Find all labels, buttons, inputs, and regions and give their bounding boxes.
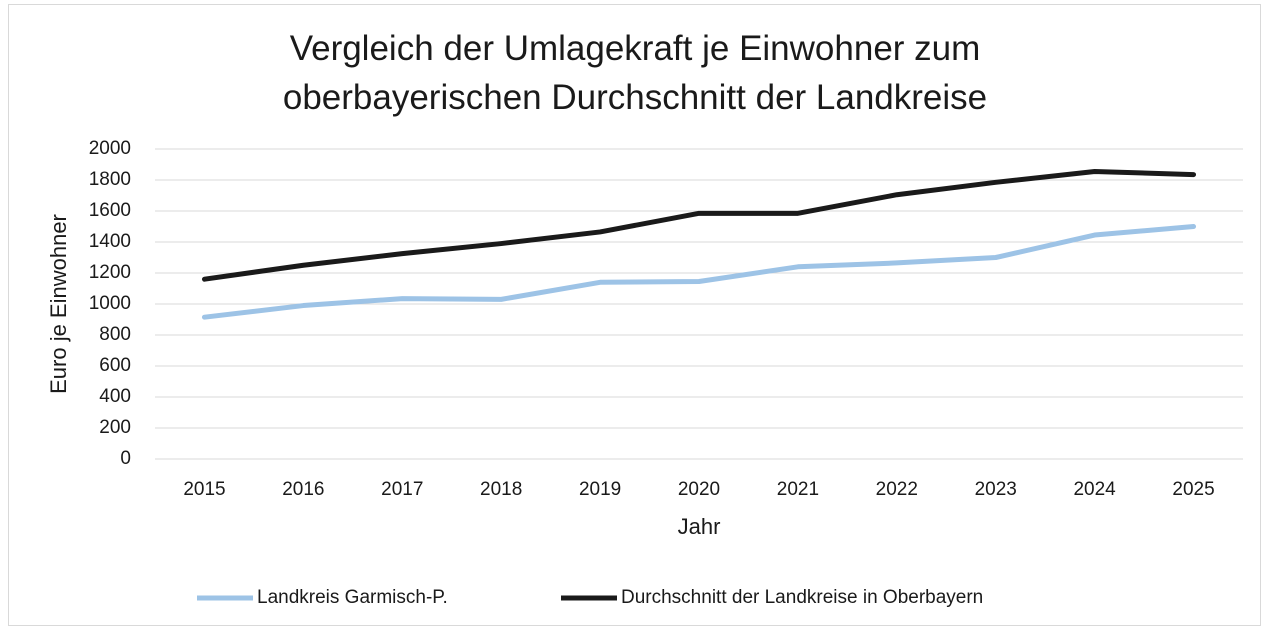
y-tick-label: 400 [99, 386, 131, 407]
x-tick-label: 2023 [975, 479, 1017, 500]
y-tick-label: 1000 [89, 293, 131, 314]
x-tick-label: 2016 [282, 479, 324, 500]
x-tick-label: 2021 [777, 479, 819, 500]
y-tick-label: 1800 [89, 169, 131, 190]
y-tick-label: 0 [120, 448, 131, 469]
y-tick-label: 1600 [89, 200, 131, 221]
y-tick-label: 1400 [89, 231, 131, 252]
x-tick-label: 2015 [183, 479, 225, 500]
x-tick-label: 2019 [579, 479, 621, 500]
legend-label: Landkreis Garmisch-P. [257, 587, 448, 608]
x-tick-label: 2024 [1073, 479, 1116, 500]
x-tick-label: 2020 [678, 479, 720, 500]
chart-frame [8, 4, 1261, 626]
y-tick-label: 200 [99, 417, 131, 438]
y-tick-label: 800 [99, 324, 131, 345]
data-line [201, 224, 1197, 320]
legend-label: Durchschnitt der Landkreise in Oberbayer… [621, 587, 983, 608]
x-tick-label: 2025 [1172, 479, 1214, 500]
x-tick-label: 2017 [381, 479, 423, 500]
y-tick-label: 600 [99, 355, 131, 376]
x-tick-label: 2022 [876, 479, 918, 500]
y-axis-label: Euro je Einwohner [46, 214, 71, 394]
y-tick-label: 2000 [89, 138, 131, 159]
chart-title: Vergleich der Umlagekraft je Einwohner z… [282, 29, 988, 117]
data-line [201, 168, 1197, 282]
y-tick-label: 1200 [89, 262, 131, 283]
x-axis-label: Jahr [678, 514, 721, 539]
x-tick-label: 2018 [480, 479, 522, 500]
